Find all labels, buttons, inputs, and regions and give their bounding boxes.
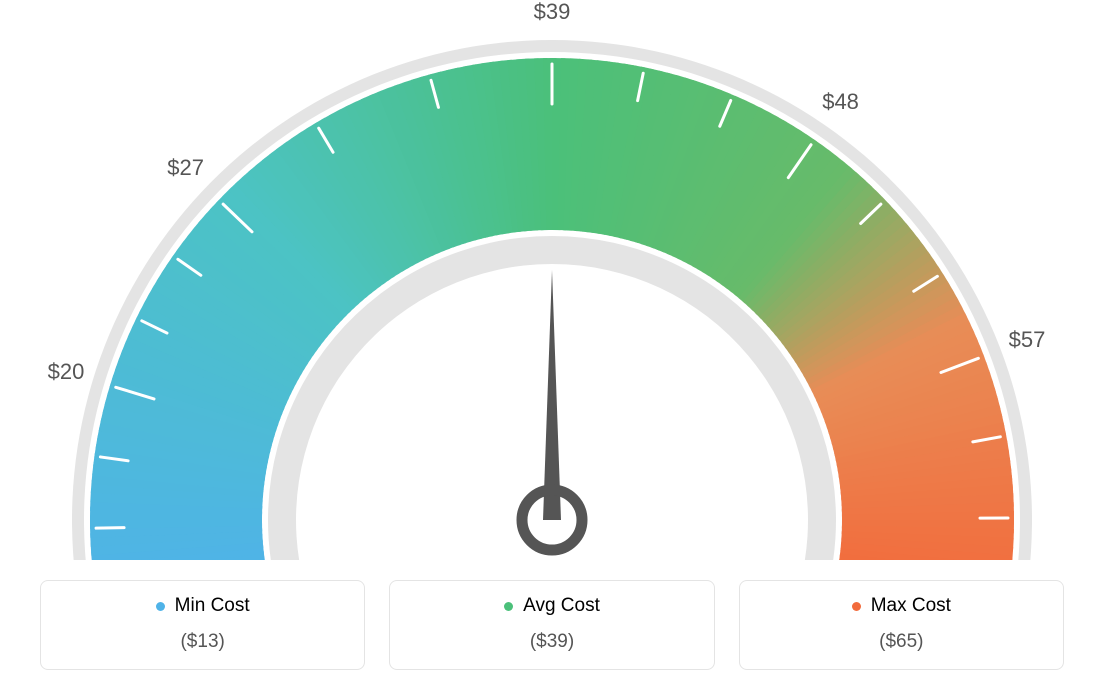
- legend-row: Min Cost ($13) Avg Cost ($39) Max Cost (…: [40, 580, 1064, 670]
- legend-label-min: Min Cost: [175, 595, 250, 617]
- gauge-tick-label: $57: [1009, 327, 1046, 352]
- legend-dot-max: [852, 602, 861, 611]
- gauge-tick-label: $48: [822, 89, 859, 114]
- legend-label-avg: Avg Cost: [523, 595, 600, 617]
- gauge-tick-label: $39: [534, 0, 571, 24]
- gauge-needle: [543, 270, 561, 520]
- gauge-tick-label: $20: [48, 359, 85, 384]
- legend-dot-avg: [504, 602, 513, 611]
- legend-card-max: Max Cost ($65): [739, 580, 1064, 670]
- gauge-svg: $13$20$27$39$48$57$65: [0, 0, 1104, 560]
- legend-value-max: ($65): [750, 631, 1053, 653]
- legend-title-min: Min Cost: [156, 595, 250, 617]
- gauge-tick-label: $27: [167, 155, 204, 180]
- legend-value-min: ($13): [51, 631, 354, 653]
- legend-title-max: Max Cost: [852, 595, 951, 617]
- legend-card-avg: Avg Cost ($39): [389, 580, 714, 670]
- legend-card-min: Min Cost ($13): [40, 580, 365, 670]
- legend-title-avg: Avg Cost: [504, 595, 600, 617]
- legend-label-max: Max Cost: [871, 595, 951, 617]
- legend-value-avg: ($39): [400, 631, 703, 653]
- gauge-chart: $13$20$27$39$48$57$65: [0, 0, 1104, 560]
- legend-dot-min: [156, 602, 165, 611]
